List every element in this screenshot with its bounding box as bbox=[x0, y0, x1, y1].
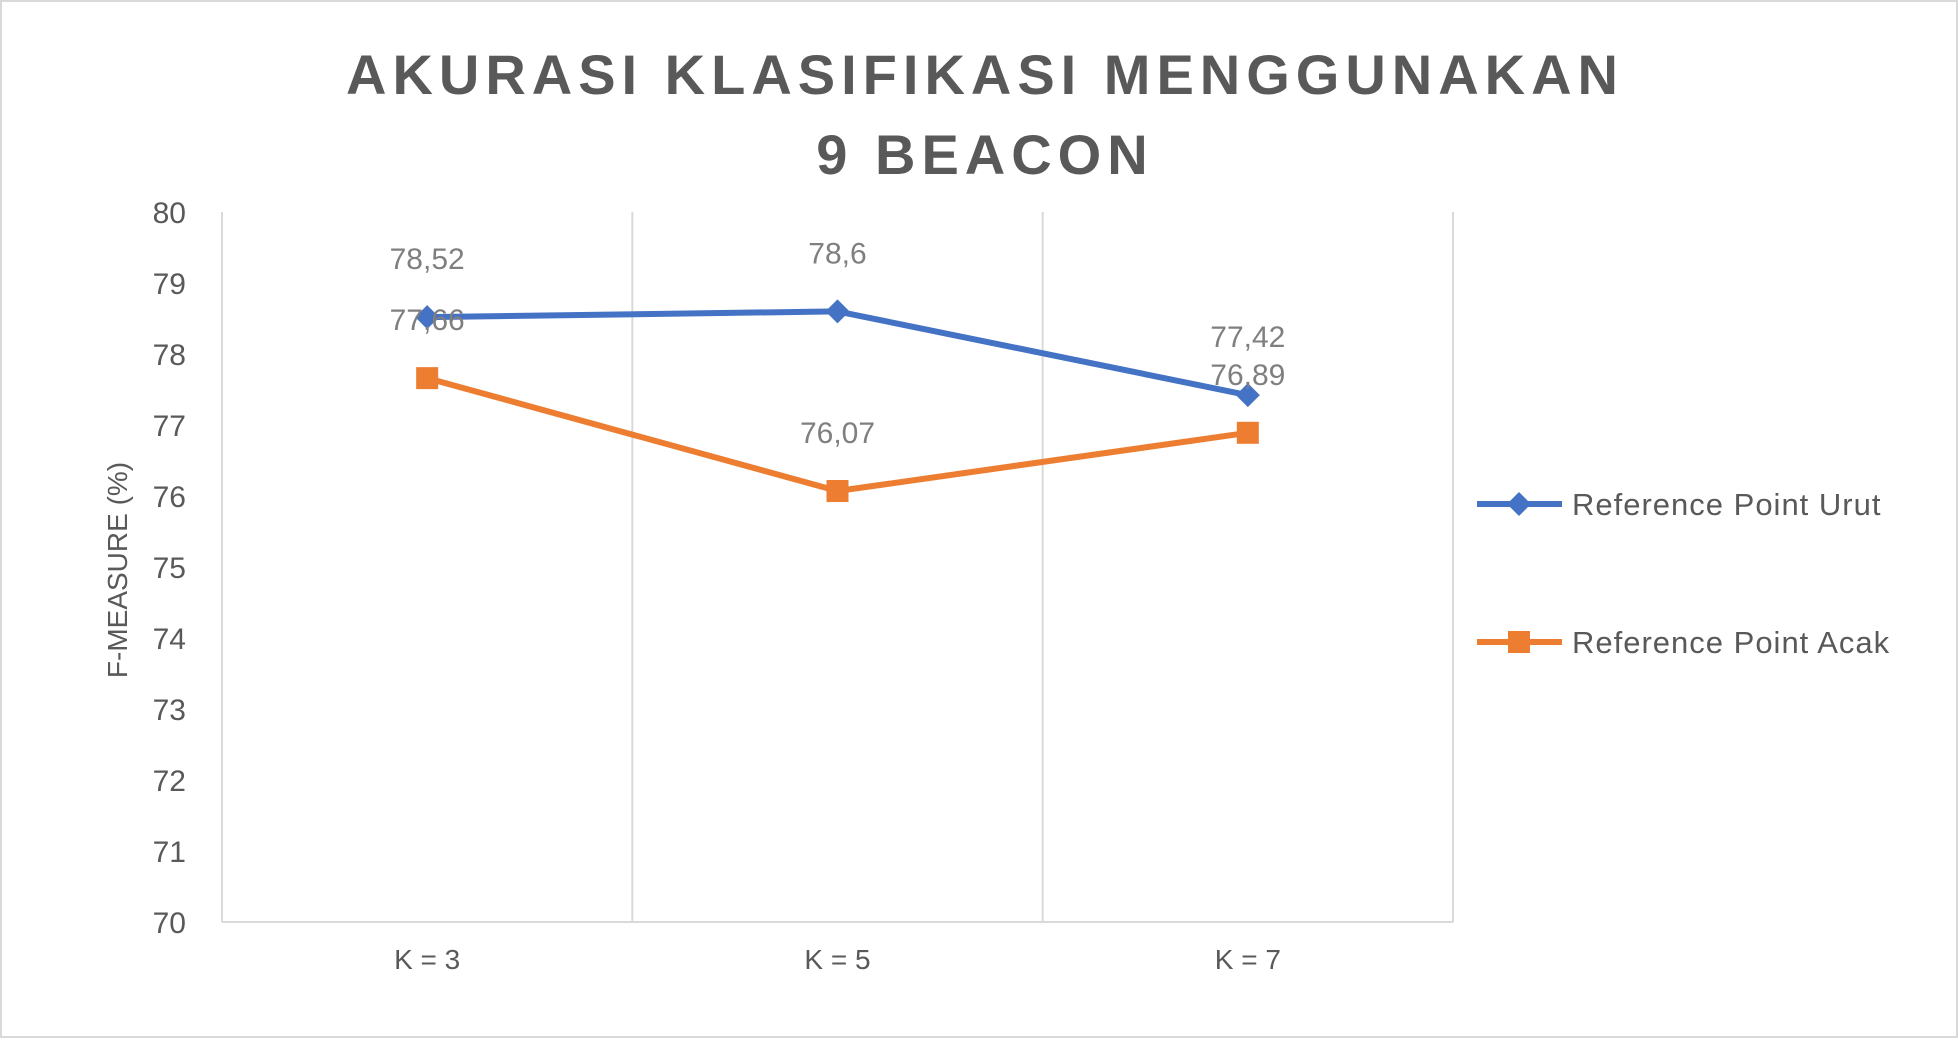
y-tick-label: 79 bbox=[153, 268, 186, 301]
legend-marker-diamond bbox=[1507, 492, 1531, 516]
legend: Reference Point Urut Reference Point Acak bbox=[1477, 487, 1890, 660]
data-label: 78,6 bbox=[808, 237, 866, 270]
chart-title-line-1: AKURASI KLASIFIKASI MENGGUNAKAN bbox=[346, 43, 1624, 106]
data-labels: 78,52 78,6 77,42 77,66 76,07 76,89 bbox=[390, 237, 1286, 450]
y-tick-label: 75 bbox=[153, 552, 186, 585]
data-point-square bbox=[826, 480, 849, 503]
y-tick-label: 72 bbox=[153, 765, 186, 798]
y-tick-label: 77 bbox=[153, 410, 186, 443]
y-tick-label: 73 bbox=[153, 694, 186, 727]
legend-entry-2: Reference Point Acak bbox=[1572, 625, 1890, 660]
x-tick-label: K = 5 bbox=[804, 944, 870, 975]
data-point-diamond bbox=[1235, 383, 1260, 408]
y-axis-ticks: 70 71 72 73 74 75 76 77 78 79 80 bbox=[153, 197, 186, 940]
axes bbox=[221, 212, 1453, 923]
x-tick-label: K = 7 bbox=[1215, 944, 1281, 975]
chart-title: AKURASI KLASIFIKASI MENGGUNAKAN 9 BEACON bbox=[346, 43, 1624, 186]
y-axis-title: F-MEASURE (%) bbox=[102, 462, 133, 678]
y-tick-label: 80 bbox=[153, 197, 186, 230]
data-label: 77,66 bbox=[390, 304, 465, 337]
y-tick-label: 78 bbox=[153, 339, 186, 372]
data-point-square bbox=[416, 367, 439, 390]
x-axis-ticks: K = 3 K = 5 K = 7 bbox=[394, 944, 1281, 975]
data-label: 77,42 bbox=[1210, 321, 1285, 354]
data-label: 76,89 bbox=[1210, 359, 1285, 392]
series-line-1 bbox=[424, 308, 1251, 399]
y-tick-label: 74 bbox=[153, 623, 186, 656]
data-point-diamond bbox=[415, 305, 440, 330]
y-tick-label: 76 bbox=[153, 481, 186, 514]
chart-title-line-2: 9 BEACON bbox=[816, 123, 1153, 186]
x-tick-label: K = 3 bbox=[394, 944, 460, 975]
series bbox=[415, 299, 1260, 503]
data-label: 76,07 bbox=[800, 417, 875, 450]
data-point-diamond bbox=[825, 299, 850, 324]
legend-marker-square bbox=[1508, 631, 1530, 653]
y-tick-label: 71 bbox=[153, 836, 186, 869]
gridlines bbox=[631, 212, 1454, 922]
legend-entry-1: Reference Point Urut bbox=[1572, 487, 1881, 522]
data-label: 78,52 bbox=[390, 243, 465, 276]
y-tick-label: 70 bbox=[153, 907, 186, 940]
data-point-square bbox=[1236, 421, 1259, 444]
